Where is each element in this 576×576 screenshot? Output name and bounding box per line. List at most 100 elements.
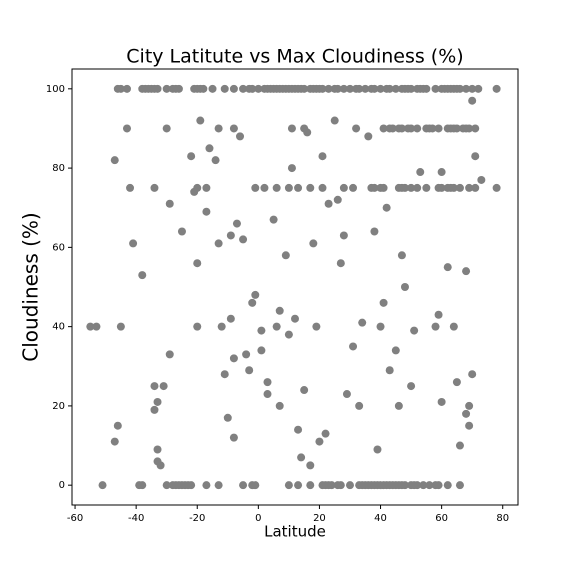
point	[407, 183, 416, 192]
point	[187, 481, 196, 490]
point	[400, 481, 409, 490]
point	[291, 314, 299, 323]
point	[294, 183, 303, 192]
point	[138, 271, 147, 280]
point	[431, 322, 440, 331]
point	[449, 322, 458, 331]
point	[196, 116, 205, 125]
point	[275, 401, 284, 410]
point	[364, 132, 373, 141]
point	[92, 322, 101, 331]
point	[150, 382, 159, 391]
point	[419, 481, 428, 490]
point	[455, 441, 464, 450]
point	[236, 132, 245, 141]
point	[428, 124, 437, 133]
point	[254, 84, 263, 93]
point	[410, 326, 419, 335]
point	[309, 239, 318, 248]
point	[465, 124, 474, 133]
point	[355, 401, 364, 410]
point	[355, 84, 364, 93]
point	[452, 124, 461, 133]
point	[242, 350, 251, 359]
y-tick-label: 40	[52, 322, 65, 333]
point	[110, 437, 119, 446]
y-tick-label: 20	[52, 401, 65, 412]
x-tick-label: 0	[255, 513, 261, 524]
point	[330, 116, 339, 125]
point	[116, 84, 125, 93]
point	[385, 84, 394, 93]
point	[397, 251, 406, 260]
point	[162, 124, 171, 133]
y-tick-label: 60	[52, 242, 65, 253]
point	[376, 84, 385, 93]
point	[339, 84, 348, 93]
point	[177, 227, 186, 236]
x-tick-label: -60	[67, 513, 83, 524]
point	[245, 366, 254, 375]
point	[214, 124, 223, 133]
point	[492, 84, 501, 93]
point	[333, 195, 342, 204]
point	[294, 425, 303, 434]
point	[462, 409, 471, 418]
point	[150, 183, 159, 192]
point	[452, 378, 461, 387]
point	[324, 84, 333, 93]
x-tick-label: 40	[374, 513, 387, 524]
point	[407, 84, 416, 93]
point	[211, 156, 220, 165]
point	[376, 322, 385, 331]
point	[455, 183, 464, 192]
point	[382, 203, 391, 212]
point	[226, 314, 235, 323]
point	[413, 183, 422, 192]
point	[306, 461, 315, 470]
point	[300, 84, 309, 93]
point	[397, 124, 406, 133]
point	[321, 429, 330, 438]
point	[394, 401, 403, 410]
point	[349, 183, 358, 192]
point	[226, 231, 235, 240]
point	[455, 481, 464, 490]
point	[391, 84, 400, 93]
point	[122, 84, 131, 93]
point	[284, 481, 293, 490]
y-tick-label: 100	[46, 84, 65, 95]
point	[294, 481, 303, 490]
point	[287, 124, 296, 133]
point	[229, 433, 238, 442]
point	[269, 215, 278, 224]
point	[437, 168, 446, 177]
point	[400, 183, 409, 192]
point	[223, 413, 232, 422]
point	[275, 306, 284, 315]
point	[352, 124, 361, 133]
point	[449, 183, 458, 192]
point	[333, 84, 342, 93]
point	[165, 350, 174, 359]
point	[162, 84, 171, 93]
x-tick-label: -40	[128, 513, 144, 524]
point	[263, 390, 272, 399]
chart-title: City Latitute vs Max Cloudiness (%)	[126, 46, 463, 68]
point	[202, 207, 211, 216]
point	[138, 481, 147, 490]
point	[324, 199, 333, 208]
point	[345, 481, 354, 490]
y-axis-label: Cloudiness (%)	[19, 212, 43, 361]
point	[113, 421, 122, 430]
point	[422, 183, 431, 192]
point	[284, 183, 293, 192]
point	[220, 370, 229, 379]
point	[471, 183, 480, 192]
point	[251, 183, 260, 192]
point	[327, 481, 336, 490]
point	[208, 84, 217, 93]
point	[86, 322, 95, 331]
point	[388, 124, 397, 133]
